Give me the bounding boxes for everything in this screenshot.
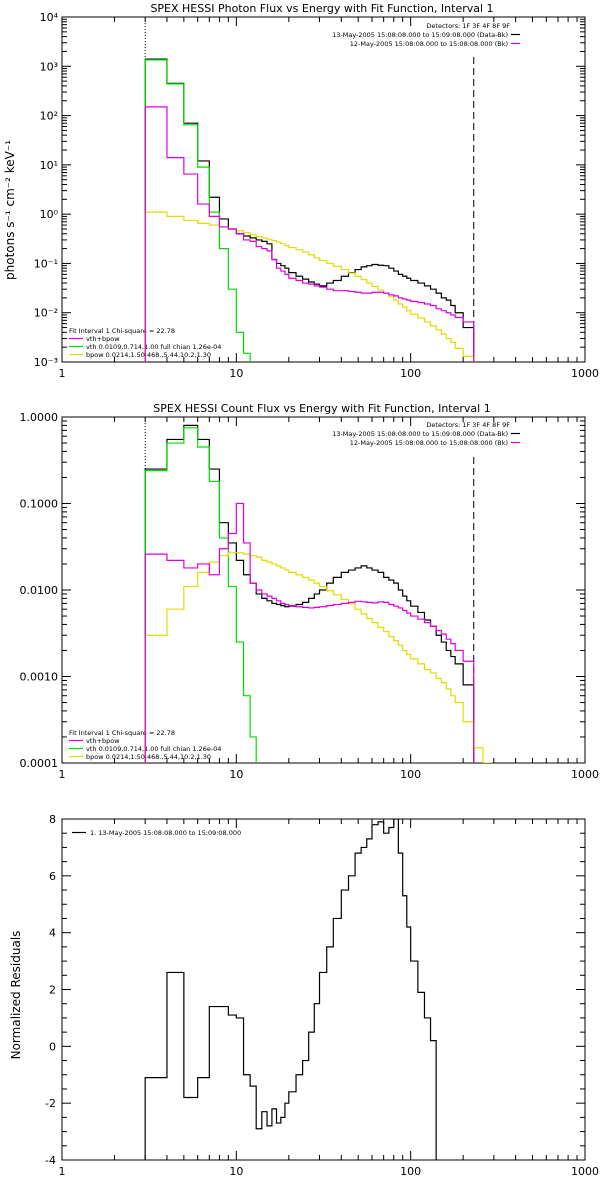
y-tick-label: 10⁻¹ bbox=[34, 257, 58, 270]
y-tick-label: 10⁰ bbox=[40, 208, 59, 221]
y-tick-label: 8 bbox=[49, 813, 56, 826]
residuals-legend: 1. 13-May-2005 15:08:08.000 to 15:09:08.… bbox=[90, 829, 241, 837]
legend-bk-interval: 12-May-2005 15:08:08.000 to 15:08:08.000… bbox=[350, 439, 508, 447]
legend-detectors: Detectors: 1F 3F 4F 8F 9F bbox=[426, 421, 510, 429]
top-legend: Detectors: 1F 3F 4F 8F 9F 13-May-2005 15… bbox=[332, 421, 520, 447]
series-residuals bbox=[144, 819, 437, 1160]
x-tick-label: 1000 bbox=[571, 367, 599, 380]
top-legend: Detectors: 1F 3F 4F 8F 9F 13-May-2005 15… bbox=[332, 22, 520, 48]
fit-legend-vth: vth 0.0109,0.714,1.00 full chian 1.26e-0… bbox=[86, 343, 221, 351]
series-data bbox=[144, 424, 475, 763]
y-tick-label: -4 bbox=[45, 1154, 56, 1167]
x-tick-label: 100 bbox=[400, 1165, 421, 1178]
x-tick-label: 100 bbox=[400, 367, 421, 380]
x-tick-label: 10 bbox=[229, 768, 243, 781]
legend-data-interval: 13-May-2005 15:08:08.000 to 15:09:08.000… bbox=[332, 31, 508, 39]
fit-legend: Fit Interval 1 Chi-square = 22.78 vth+bp… bbox=[69, 327, 221, 359]
y-tick-label: 0.0100 bbox=[20, 584, 59, 597]
x-tick-label: 1000 bbox=[571, 1165, 599, 1178]
fit-legend-header: Fit Interval 1 Chi-square = 22.78 bbox=[69, 729, 175, 737]
photon-flux-chart: SPEX HESSI Photon Flux vs Energy with Fi… bbox=[3, 2, 599, 380]
y-tick-label: 4 bbox=[49, 927, 56, 940]
fit-legend-vth: vth 0.0109,0.714,1.00 full chian 1.26e-0… bbox=[86, 745, 221, 753]
fit-legend-bpow: bpow 0.0214,1.50,468.,5.44,10.2,1.30 bbox=[86, 753, 211, 761]
x-tick-label: 1 bbox=[59, 367, 66, 380]
fit-legend-header: Fit Interval 1 Chi-square = 22.78 bbox=[69, 327, 175, 335]
chart-title: SPEX HESSI Photon Flux vs Energy with Fi… bbox=[150, 2, 493, 15]
x-tick-label: 1 bbox=[59, 1165, 66, 1178]
fit-legend-model: vth+bpow bbox=[86, 737, 120, 745]
series-group bbox=[144, 58, 475, 362]
y-tick-label: 6 bbox=[49, 870, 56, 883]
y-tick-label: 0 bbox=[49, 1040, 56, 1053]
y-axis-label: Normalized Residuals bbox=[9, 931, 23, 1060]
y-axis-label: photons s⁻¹ cm⁻² keV⁻¹ bbox=[3, 140, 17, 280]
y-tick-label: 10⁴ bbox=[40, 11, 59, 24]
y-tick-label: 0.1000 bbox=[20, 498, 59, 511]
legend-detectors: Detectors: 1F 3F 4F 8F 9F bbox=[426, 22, 510, 30]
plot-frame bbox=[61, 818, 586, 1161]
series-group bbox=[144, 819, 437, 1160]
x-tick-label: 100 bbox=[400, 768, 421, 781]
series-bpow bbox=[144, 211, 475, 362]
fit-legend: Fit Interval 1 Chi-square = 22.78 vth+bp… bbox=[69, 729, 221, 761]
plot-frame bbox=[61, 16, 586, 363]
series-vth bbox=[144, 427, 257, 763]
y-tick-label: 10⁻³ bbox=[34, 356, 58, 369]
x-tick-label: 1000 bbox=[571, 768, 599, 781]
y-tick-label: 10⁻² bbox=[34, 307, 58, 320]
residuals-chart: Normalized Residuals 1. 13-May-2005 15:0… bbox=[9, 813, 599, 1178]
chart-title: SPEX HESSI Count Flux vs Energy with Fit… bbox=[153, 402, 490, 415]
x-tick-label: 1 bbox=[59, 768, 66, 781]
y-tick-label: 0.0010 bbox=[20, 671, 59, 684]
y-tick-label: 10¹ bbox=[40, 159, 58, 172]
fit-legend-model: vth+bpow bbox=[86, 335, 120, 343]
legend-bk-interval: 12-May-2005 15:08:08.000 to 15:08:08.000… bbox=[350, 40, 508, 48]
series-group bbox=[144, 424, 492, 763]
y-tick-label: 0.0001 bbox=[20, 757, 59, 770]
series-background bbox=[144, 106, 475, 362]
y-tick-label: 10³ bbox=[40, 60, 58, 73]
count-flux-chart: SPEX HESSI Count Flux vs Energy with Fit… bbox=[20, 402, 600, 781]
x-tick-label: 10 bbox=[229, 1165, 243, 1178]
y-tick-label: 2 bbox=[49, 984, 56, 997]
y-tick-label: -2 bbox=[45, 1097, 56, 1110]
fit-legend-bpow: bpow 0.0214,1.50,468.,5.44,10.2,1.30 bbox=[86, 351, 211, 359]
series-bpow bbox=[144, 552, 492, 763]
x-tick-label: 10 bbox=[229, 367, 243, 380]
legend-data-interval: 13-May-2005 15:08:08.000 to 15:09:08.000… bbox=[332, 430, 508, 438]
series-background bbox=[144, 502, 475, 763]
series-vth bbox=[144, 59, 251, 362]
y-tick-label: 10² bbox=[40, 110, 58, 123]
y-tick-label: 1.0000 bbox=[20, 411, 59, 424]
